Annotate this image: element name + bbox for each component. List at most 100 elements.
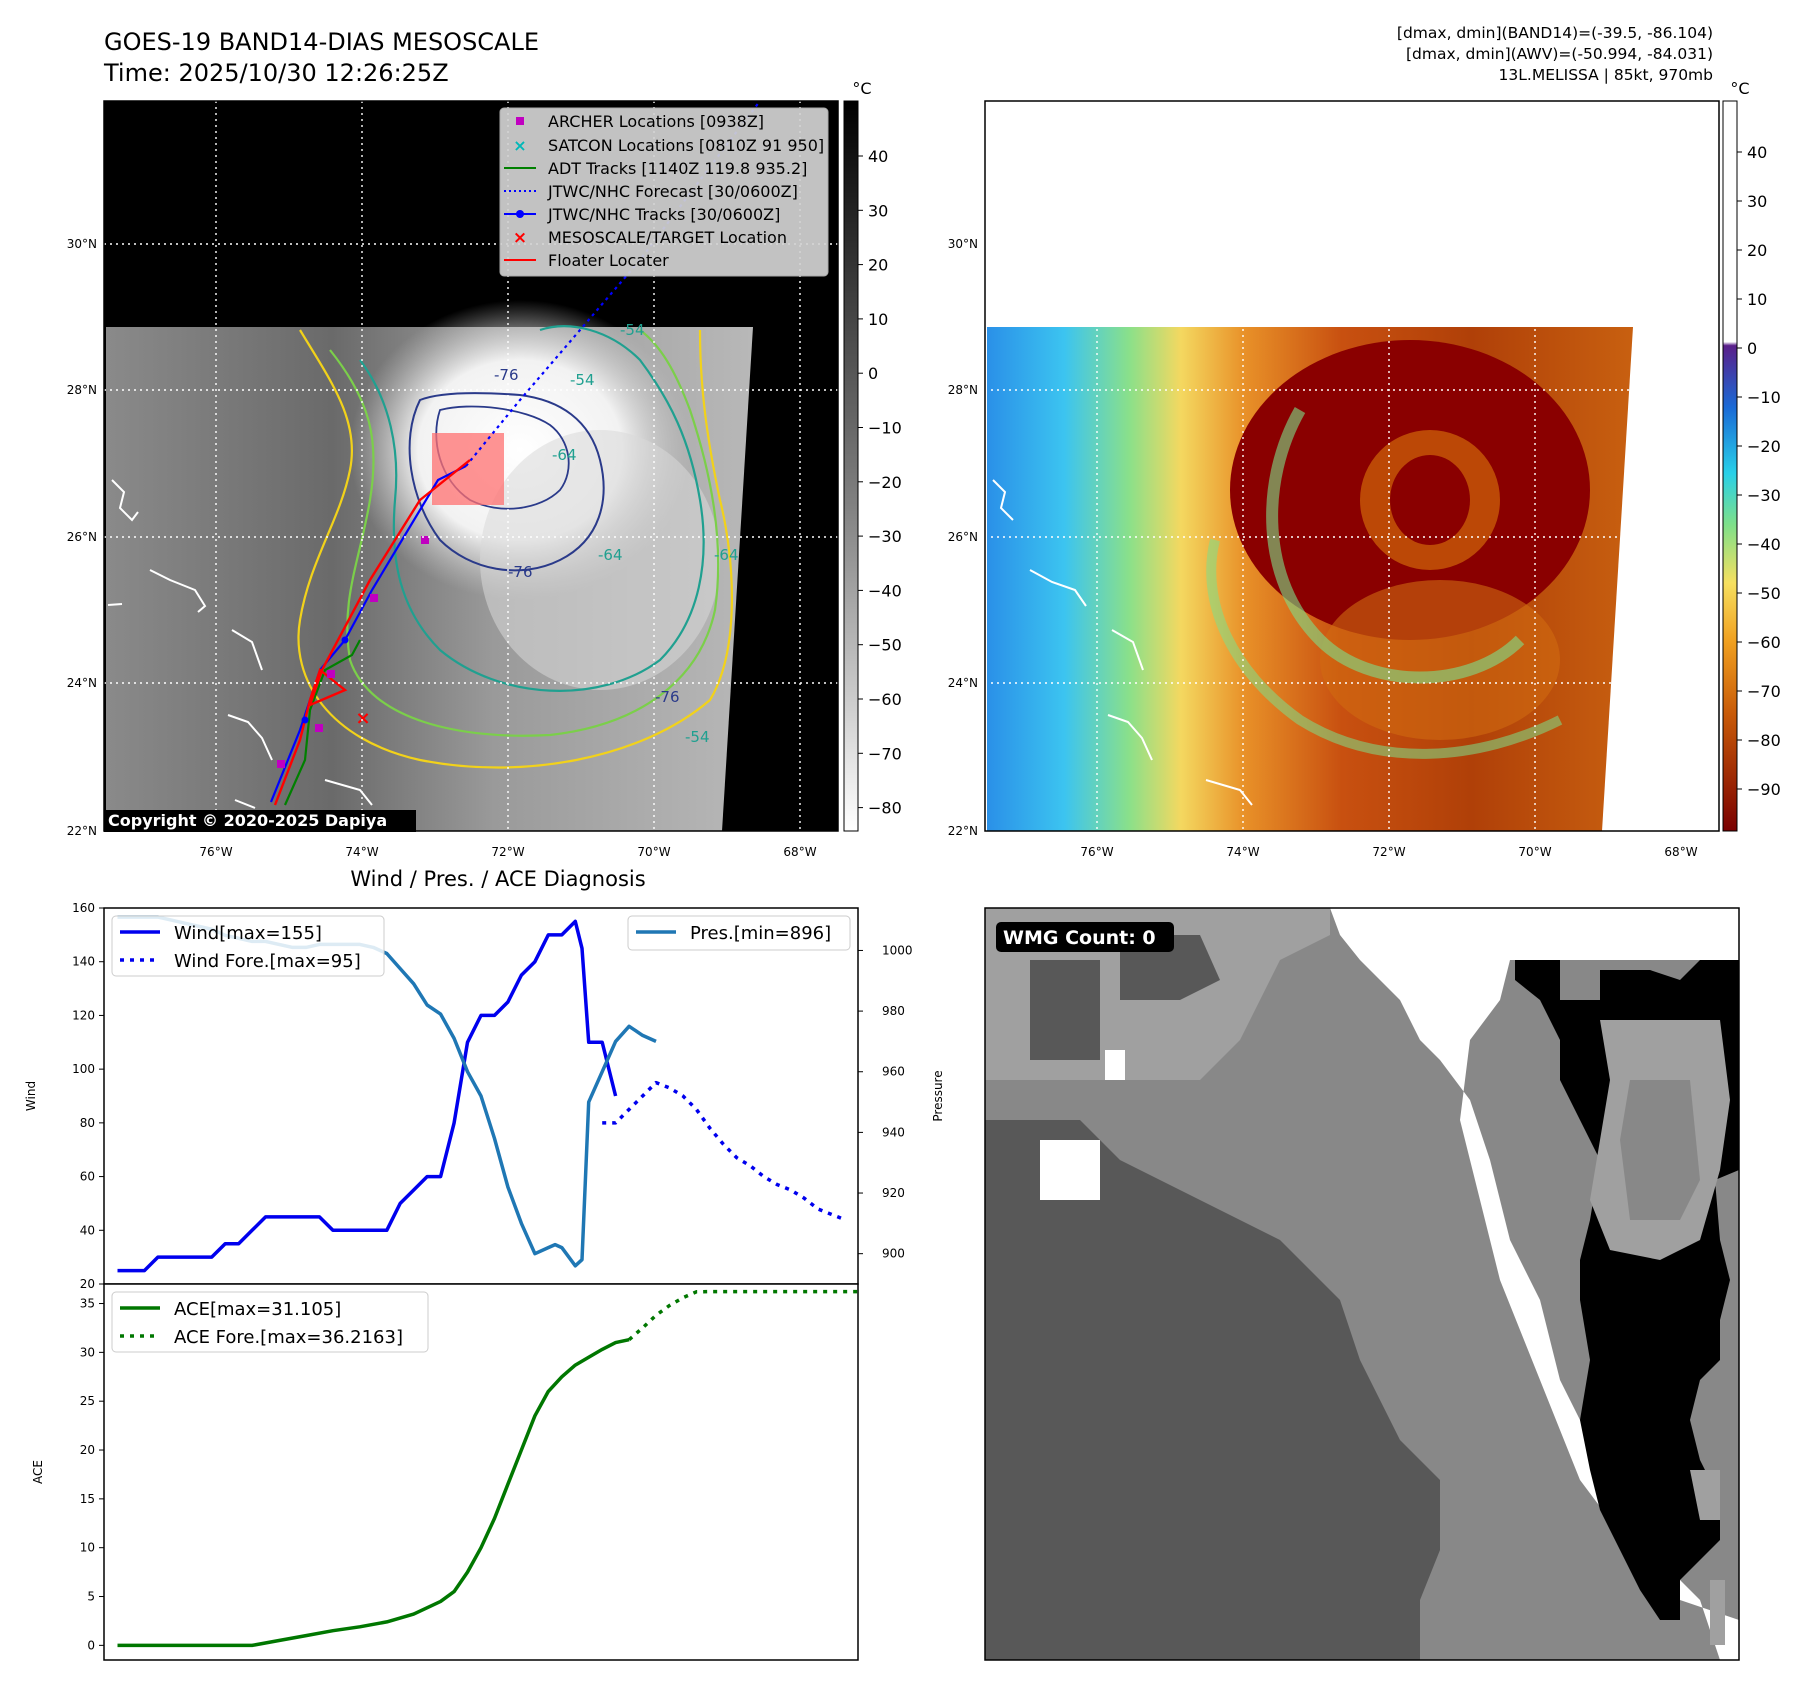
colorbar-tick-label: 40 — [1747, 143, 1767, 162]
legend-label: JTWC/NHC Forecast [30/0600Z] — [547, 182, 798, 201]
copyright-text: Copyright © 2020-2025 Dapiya — [108, 811, 387, 830]
contour-label: -76 — [494, 366, 519, 384]
colorbar-tick-label: 40 — [868, 147, 888, 166]
ace-legend: ACE[max=31.105] ACE Fore.[max=36.2163] — [111, 1291, 429, 1353]
legend-label: JTWC/NHC Tracks [30/0600Z] — [547, 205, 780, 224]
ace-chart: ACE 0 5 10 15 20 25 30 35 ACE[max=31.105] ACE F… — [31, 1283, 859, 1661]
awv-range-text: [dmax, dmin](AWV)=(-50.994, -84.031) — [1406, 45, 1713, 63]
coastline — [1205, 779, 1253, 806]
legend-marker-archer — [516, 117, 524, 125]
wind-legend: Wind[max=155] Wind Fore.[max=95] — [111, 915, 385, 977]
map-legend: ARCHER Locations [0938Z] × SATCON Locati… — [499, 107, 829, 277]
track-dot — [341, 636, 349, 644]
ace-y-ticks: 0 5 10 15 20 25 30 35 — [80, 1297, 104, 1652]
colorbar-unit: °C — [1730, 79, 1749, 98]
series-line-0 — [117, 919, 618, 1273]
wmg-count-label: WMG Count: 0 — [1003, 927, 1156, 949]
contour-label: -76 — [508, 563, 533, 581]
wmg-region-white — [1105, 1050, 1125, 1080]
colorbar-ticks: 40 30 20 10 0 −10 −20 −30 −40 −50 −60 −70 −80 — [858, 147, 902, 818]
legend-marker-satcon: × — [513, 136, 526, 155]
y-tick-label: 160 — [72, 901, 95, 915]
coastline — [234, 799, 256, 809]
y2-tick-label: 1000 — [882, 943, 913, 957]
coastline — [149, 569, 207, 613]
coastline — [231, 629, 263, 671]
wind-y-ticks: 20 40 60 80 100 120 140 160 — [72, 901, 104, 1291]
lon-label: 72°W — [491, 845, 524, 859]
legend-label: ACE[max=31.105] — [174, 1299, 341, 1320]
y-tick-label: 40 — [80, 1223, 95, 1237]
adt-track — [283, 639, 361, 806]
wmg-region-light — [1710, 1580, 1725, 1645]
colorbar-tick-label: −10 — [1747, 388, 1781, 407]
colorbar-tick-label: −50 — [1747, 584, 1781, 603]
colorbar-tick-label: −70 — [868, 744, 902, 763]
contour-label: -64 — [552, 446, 577, 464]
legend-label: Wind Fore.[max=95] — [174, 951, 361, 972]
y2-tick-label: 960 — [882, 1065, 905, 1079]
lat-label: 26°N — [948, 530, 978, 544]
colorbar-tick-label: 20 — [1747, 241, 1767, 260]
coastline — [1111, 629, 1144, 671]
archer-marker — [327, 670, 335, 678]
colorbar-tick-label: 30 — [1747, 192, 1767, 211]
ace-series-line-0 — [117, 1337, 630, 1648]
legend-label: Pres.[min=896] — [690, 923, 831, 944]
legend-label: SATCON Locations [0810Z 91 950] — [548, 136, 824, 155]
colorbar-tick-label: 0 — [868, 364, 878, 383]
colorbar-tick-label: −90 — [1747, 780, 1781, 799]
wmg-region-light — [1690, 1470, 1720, 1520]
moist-band — [1266, 407, 1525, 684]
contour-green — [329, 329, 720, 737]
map-frame — [984, 100, 1720, 832]
colorbar-tick-label: −80 — [1747, 731, 1781, 750]
y-tick-label: 35 — [80, 1297, 95, 1311]
y-tick-label: 120 — [72, 1008, 95, 1022]
y2-tick-label: 900 — [882, 1247, 905, 1261]
legend-label: Wind[max=155] — [174, 923, 322, 944]
coastline — [992, 479, 1014, 521]
contour-label: -54 — [570, 371, 595, 389]
lon-label: 76°W — [199, 845, 232, 859]
colorbar-tick-label: −20 — [868, 473, 902, 492]
storm-info-text: 13L.MELISSA | 85kt, 970mb — [1499, 66, 1713, 84]
y2-tick-label: 980 — [882, 1004, 905, 1018]
colorbar-tick-label: 0 — [1747, 339, 1757, 358]
coastline — [111, 479, 139, 522]
lat-label: 26°N — [67, 530, 97, 544]
ir-map-panel: -76 -64 -54 -76 -64 -54 -76 -54 -64 × — [67, 79, 902, 859]
lat-label: 28°N — [67, 383, 97, 397]
y-tick-label: 25 — [80, 1394, 95, 1408]
wind-axis-label: Wind — [24, 1081, 38, 1111]
lon-label: 68°W — [783, 845, 816, 859]
colorbar-tick-label: −80 — [868, 799, 902, 818]
legend-label: ARCHER Locations [0938Z] — [548, 112, 764, 131]
colorbar-tick-label: −40 — [1747, 535, 1781, 554]
figure-title: GOES-19 BAND14-DIAS MESOSCALE — [104, 28, 539, 56]
lat-label: 24°N — [67, 676, 97, 690]
contour-label: -64 — [598, 546, 623, 564]
target-box — [432, 433, 504, 505]
y-tick-label: 10 — [80, 1541, 95, 1555]
lat-label: 30°N — [67, 237, 97, 251]
coastline — [1107, 714, 1153, 761]
legend-box — [111, 915, 385, 977]
ace-series — [117, 1289, 858, 1648]
colorbar-unit: °C — [852, 79, 871, 98]
archer-marker — [370, 594, 378, 602]
lon-label: 68°W — [1664, 845, 1697, 859]
contour-label: -76 — [655, 688, 680, 706]
moist-band — [1206, 538, 1563, 759]
colorbar — [843, 100, 859, 832]
archer-marker — [421, 536, 429, 544]
legend-box — [499, 107, 829, 277]
coastline — [1029, 569, 1087, 607]
wind-pres-chart: Wind / Pres. / ACE Diagnosis Wind Pressu… — [24, 867, 945, 1291]
coastline — [107, 603, 123, 606]
figure-time: Time: 2025/10/30 12:26:25Z — [103, 59, 449, 87]
colorbar-tick-label: 30 — [868, 201, 888, 220]
archer-marker — [315, 724, 323, 732]
lat-label: 28°N — [948, 383, 978, 397]
